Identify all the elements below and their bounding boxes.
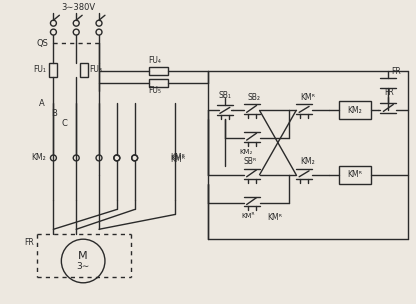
Text: A: A xyxy=(39,99,45,108)
Text: FU₃: FU₃ xyxy=(89,65,102,74)
Text: SB₁: SB₁ xyxy=(219,91,232,100)
Text: QS: QS xyxy=(37,39,48,47)
Text: 3∼380V: 3∼380V xyxy=(61,3,96,12)
Bar xyxy=(149,79,168,87)
Text: SB₂: SB₂ xyxy=(248,93,261,102)
Text: KMᴿ: KMᴿ xyxy=(300,93,315,102)
Text: KM₂: KM₂ xyxy=(32,154,46,162)
Text: FR: FR xyxy=(384,88,394,97)
Bar xyxy=(50,63,57,77)
Text: FR: FR xyxy=(25,238,35,247)
Text: C: C xyxy=(61,119,67,128)
Text: B: B xyxy=(52,109,57,118)
Text: KMᴿ: KMᴿ xyxy=(170,154,186,162)
Text: KM₂: KM₂ xyxy=(347,106,362,115)
Circle shape xyxy=(61,239,105,283)
Bar xyxy=(80,63,88,77)
Text: FU₄: FU₄ xyxy=(149,56,161,65)
Text: KM₂: KM₂ xyxy=(300,157,315,166)
Text: 3∼: 3∼ xyxy=(77,262,90,271)
Text: FU₅: FU₅ xyxy=(149,86,161,95)
Text: KMᴿ: KMᴿ xyxy=(347,170,362,179)
Bar xyxy=(339,166,371,184)
Text: FR: FR xyxy=(391,67,401,76)
Text: M: M xyxy=(78,251,88,261)
Text: KM₂: KM₂ xyxy=(240,149,253,155)
Bar xyxy=(339,102,371,119)
Text: FU₁: FU₁ xyxy=(34,65,47,74)
Text: KMᴿ: KMᴿ xyxy=(267,213,282,222)
Text: KMᴿ: KMᴿ xyxy=(170,155,186,164)
Bar xyxy=(149,67,168,75)
Text: KMᴿ: KMᴿ xyxy=(242,213,255,219)
Text: SBᴿ: SBᴿ xyxy=(244,157,257,166)
